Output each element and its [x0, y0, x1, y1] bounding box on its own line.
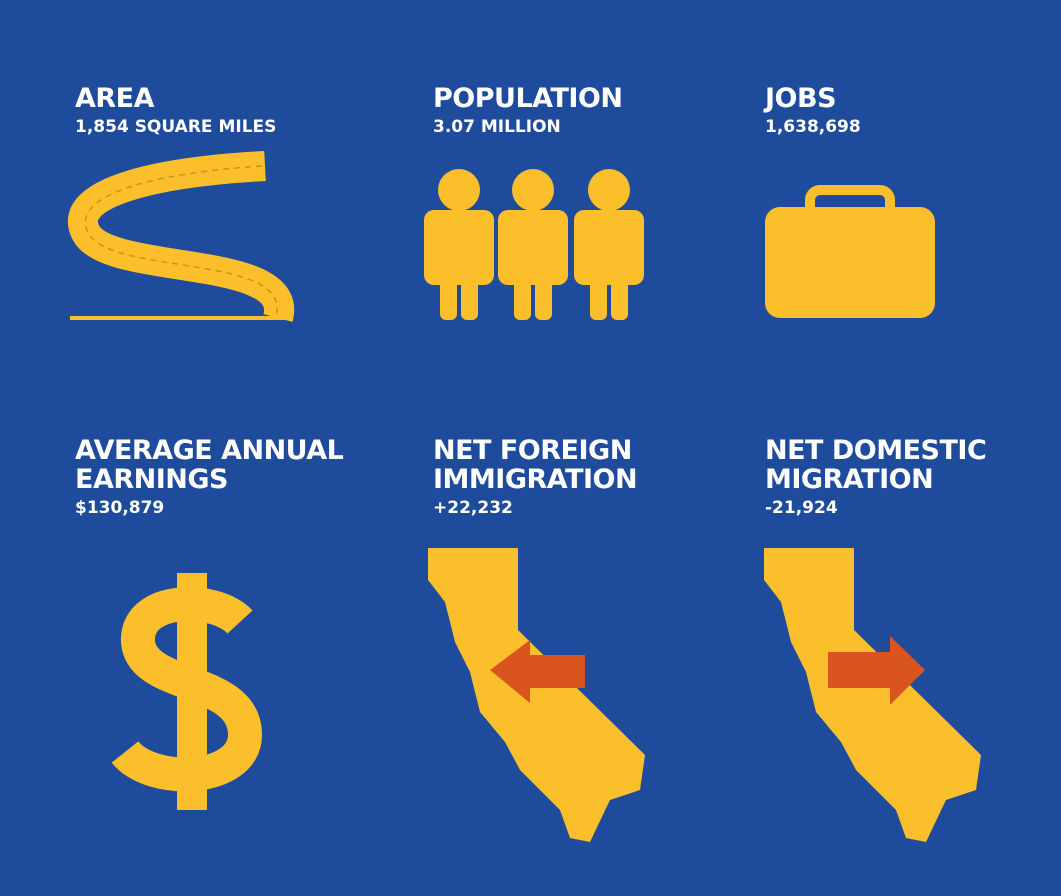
stat-value: -21,924 — [765, 498, 838, 518]
stat-title: AREA — [75, 83, 155, 114]
stat-value: 1,854 SQUARE MILES — [75, 117, 277, 137]
stat-value: 3.07 MILLION — [433, 117, 561, 137]
stat-tile: POPULATION 3.07 MILLION — [433, 83, 623, 138]
stat-tile: NET FOREIGN IMMIGRATION +22,232 — [433, 435, 638, 519]
stat-value: 1,638,698 — [765, 117, 861, 137]
people-icon — [424, 169, 644, 320]
stat-tile: JOBS 1,638,698 — [765, 84, 861, 138]
stat-title: IMMIGRATION — [433, 464, 638, 495]
stat-title: JOBS — [765, 83, 837, 114]
stat-tile: AVERAGE ANNUAL EARNINGS $130,879 — [75, 435, 344, 519]
dollar-icon — [111, 573, 263, 810]
stat-title: NET DOMESTIC — [765, 435, 987, 466]
briefcase-icon — [765, 185, 935, 318]
stat-title: EARNINGS — [75, 464, 228, 495]
stat-title: AVERAGE ANNUAL — [75, 435, 344, 466]
stat-value: +22,232 — [433, 498, 513, 518]
stat-title: POPULATION — [433, 83, 623, 114]
stat-title: MIGRATION — [765, 464, 934, 495]
stat-tile: NET DOMESTIC MIGRATION -21,924 — [765, 435, 987, 519]
road-icon — [67, 151, 295, 322]
california-map — [428, 548, 645, 842]
california-map — [764, 548, 981, 842]
stat-tile: AREA 1,854 SQUARE MILES — [75, 84, 276, 138]
stat-value: $130,879 — [75, 498, 165, 518]
stat-title: NET FOREIGN — [433, 435, 632, 466]
